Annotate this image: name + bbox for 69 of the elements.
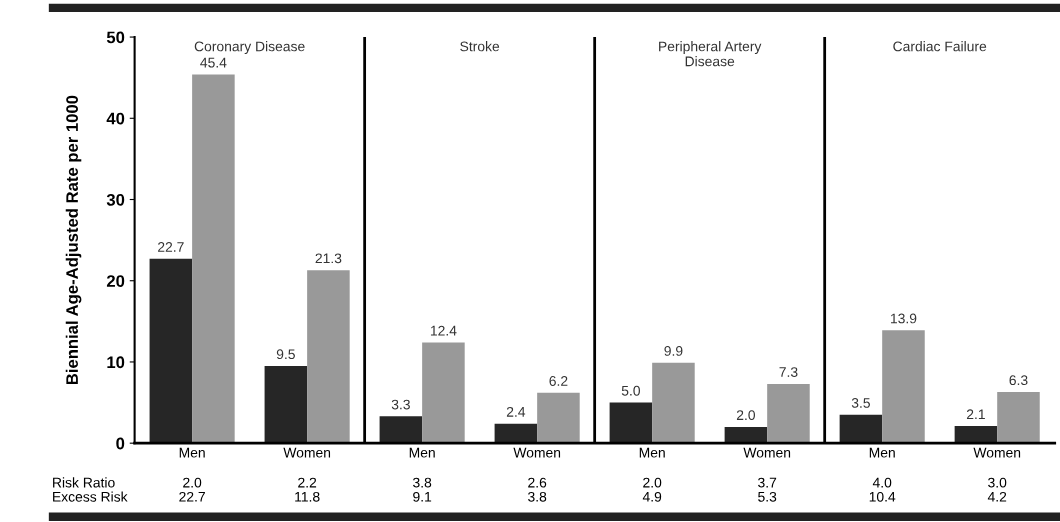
data-label: 21.3 <box>315 253 342 264</box>
text: 9.1 <box>413 491 432 502</box>
text: 11.8 <box>295 491 320 502</box>
annotation: Coronary Disease <box>194 41 305 55</box>
data-label: 3.3 <box>391 399 410 410</box>
text: 4.9 <box>642 491 662 502</box>
bar <box>652 362 695 444</box>
text: 2.0 <box>183 477 202 488</box>
text: 4.2 <box>987 491 1007 502</box>
bar <box>767 383 810 444</box>
x-tick-label: Men <box>869 447 895 458</box>
bar <box>954 426 998 444</box>
bar <box>379 416 423 444</box>
y-tick-label: 10 <box>107 356 125 369</box>
data-label: 9.9 <box>664 346 683 356</box>
data-label: 45.4 <box>200 57 227 68</box>
text: 10.4 <box>869 491 896 502</box>
x-tick-label: Women <box>283 447 331 458</box>
data-label: 12.4 <box>430 325 457 336</box>
text: 2.0 <box>643 477 662 488</box>
data-label: 7.3 <box>779 367 798 377</box>
x-tick-label: Women <box>513 447 561 458</box>
text: 2.2 <box>298 477 317 488</box>
x-tick-label: Men <box>639 447 665 458</box>
text: 3.0 <box>988 477 1007 488</box>
annotation: Peripheral Artery Disease <box>659 41 762 67</box>
y-tick-label: 0 <box>116 437 125 450</box>
data-label: 2.1 <box>966 409 985 420</box>
text: 4.0 <box>872 477 892 488</box>
bar <box>724 426 768 444</box>
data-label: 9.5 <box>276 349 295 360</box>
y-axis-title: Biennial Age-Adjusted Rate per 1000 <box>65 95 82 385</box>
data-label: 2.4 <box>506 406 526 417</box>
text: 22.7 <box>179 491 205 502</box>
data-label: 3.5 <box>851 398 870 408</box>
data-label: 13.9 <box>891 313 917 324</box>
annotation: Stroke <box>460 41 500 52</box>
data-label: 5.0 <box>621 385 640 396</box>
y-tick-label: 50 <box>106 31 125 44</box>
data-label: 6.3 <box>1009 375 1028 386</box>
bar <box>264 366 308 444</box>
text: Risk Ratio <box>53 477 115 488</box>
bar <box>537 392 580 444</box>
bar <box>882 330 925 444</box>
x-tick-label: Women <box>743 447 791 458</box>
y-tick-label: 20 <box>106 275 125 287</box>
bar <box>839 414 883 444</box>
y-tick-label: 40 <box>106 112 125 125</box>
bar <box>307 270 350 444</box>
text: 3.8 <box>413 477 432 488</box>
bar <box>494 423 538 444</box>
text: 2.6 <box>528 477 547 488</box>
data-label: 6.2 <box>549 376 568 386</box>
bar <box>609 402 653 444</box>
bar <box>149 258 193 444</box>
text: 5.3 <box>758 491 777 502</box>
text: Excess Risk <box>53 491 128 502</box>
data-label: 2.0 <box>736 410 756 421</box>
data-label: 22.7 <box>158 242 184 252</box>
y-tick-label: 30 <box>106 193 125 206</box>
bar <box>997 392 1040 444</box>
text: 3.8 <box>528 491 547 502</box>
x-tick-label: Women <box>973 447 1021 458</box>
text: 3.7 <box>758 477 777 488</box>
bar <box>422 342 465 444</box>
x-tick-label: Men <box>409 447 435 458</box>
x-tick-label: Men <box>179 447 205 458</box>
annotation: Cardiac Failure <box>893 41 987 52</box>
bar <box>192 74 235 444</box>
